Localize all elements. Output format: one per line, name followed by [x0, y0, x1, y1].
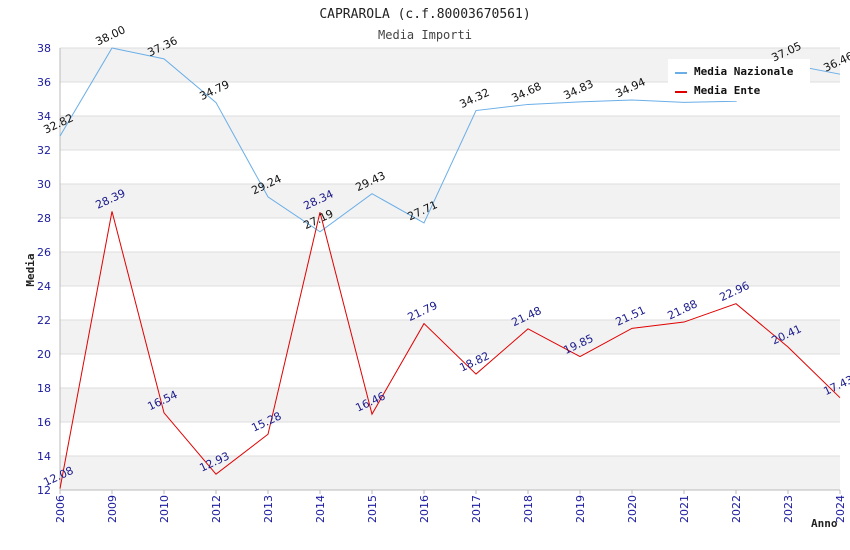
grid-band — [60, 184, 840, 218]
x-tick-label: 2021 — [678, 495, 691, 523]
x-tick-label: 2009 — [106, 495, 119, 523]
y-tick-labels: 12 14 16 18 20 22 24 26 28 30 32 34 36 38 — [37, 42, 51, 497]
y-tick-label: 32 — [37, 144, 51, 157]
y-tick-label: 18 — [37, 382, 51, 395]
grid-band — [60, 388, 840, 422]
chart-subtitle: Media Importi — [378, 28, 472, 42]
y-tick-label: 12 — [37, 484, 51, 497]
x-tick-label: 2013 — [262, 495, 275, 523]
y-axis-label: Media — [24, 253, 37, 286]
x-tick-label: 2014 — [314, 495, 327, 523]
legend-label: Media Nazionale — [694, 65, 794, 78]
y-tick-label: 36 — [37, 76, 51, 89]
x-tick-label: 2006 — [54, 495, 67, 523]
series-line-media-nazionale — [59, 47, 841, 233]
grid-band — [60, 116, 840, 150]
series-lines — [59, 47, 841, 489]
legend-box — [668, 59, 810, 101]
y-tick-label: 34 — [37, 110, 51, 123]
y-tick-label: 30 — [37, 178, 51, 191]
axes — [59, 48, 841, 494]
x-tick-label: 2017 — [470, 495, 483, 523]
data-label: 34.32 — [457, 86, 491, 111]
x-axis-label: Anno — [811, 517, 838, 530]
x-tick-label: 2020 — [626, 495, 639, 523]
x-tick-label: 2024 — [834, 495, 847, 523]
plot-background-bands — [60, 48, 840, 490]
x-tick-label: 2016 — [418, 495, 431, 523]
y-tick-label: 26 — [37, 246, 51, 259]
y-tick-label: 14 — [37, 450, 51, 463]
y-tick-label: 16 — [37, 416, 51, 429]
legend: Media Nazionale Media Ente — [668, 59, 810, 101]
y-tick-label: 20 — [37, 348, 51, 361]
gridlines — [60, 47, 840, 491]
legend-label: Media Ente — [694, 84, 761, 97]
data-label: 34.68 — [509, 80, 543, 105]
y-tick-label: 28 — [37, 212, 51, 225]
grid-band — [60, 252, 840, 286]
x-tick-labels: 2006 2009 2010 2012 2013 2014 2015 2016 2017 2018… — [54, 495, 847, 523]
y-tick-label: 24 — [37, 280, 51, 293]
x-tick-label: 2012 — [210, 495, 223, 523]
y-tick-label: 38 — [37, 42, 51, 55]
x-tick-label: 2018 — [522, 495, 535, 523]
series-line-media-ente — [59, 211, 841, 489]
x-tick-label: 2022 — [730, 495, 743, 523]
chart-title: CAPRAROLA (c.f.80003670561) — [319, 7, 530, 22]
x-tick-label: 2010 — [158, 495, 171, 523]
x-tick-label: 2015 — [366, 495, 379, 523]
y-tick-label: 22 — [37, 314, 51, 327]
x-tick-label: 2023 — [782, 495, 795, 523]
data-label: 38.00 — [93, 23, 127, 48]
grid-band — [60, 456, 840, 490]
x-tick-label: 2019 — [574, 495, 587, 523]
